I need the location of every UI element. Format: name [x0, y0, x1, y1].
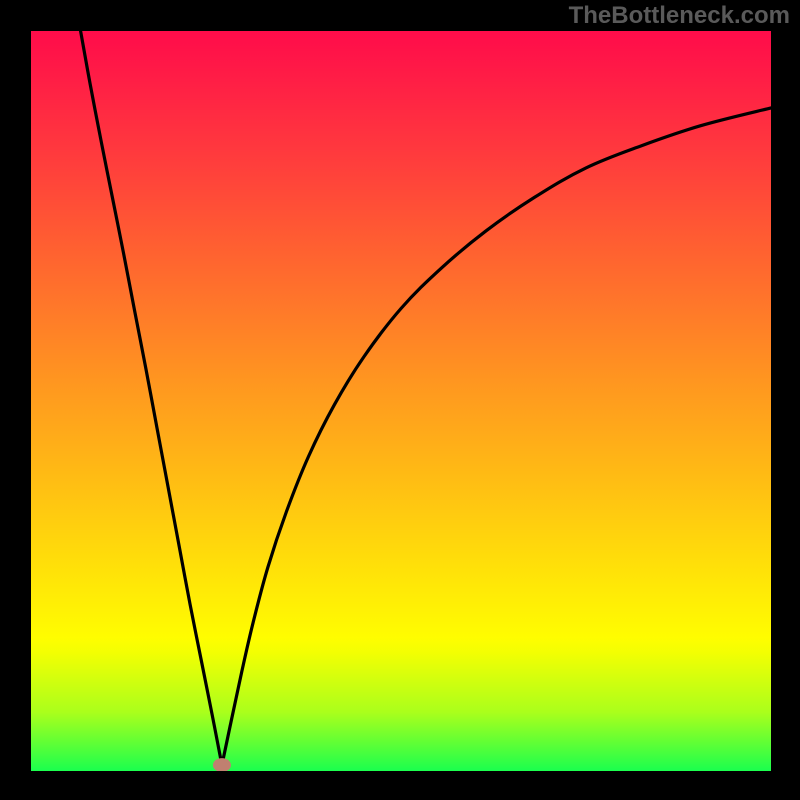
minimum-marker [213, 758, 231, 771]
curve-right-branch [222, 108, 771, 765]
curve-left-branch [81, 31, 222, 765]
curve-layer [31, 31, 771, 771]
plot-area [31, 31, 771, 771]
chart-container: TheBottleneck.com [0, 0, 800, 800]
watermark-text: TheBottleneck.com [569, 2, 790, 30]
